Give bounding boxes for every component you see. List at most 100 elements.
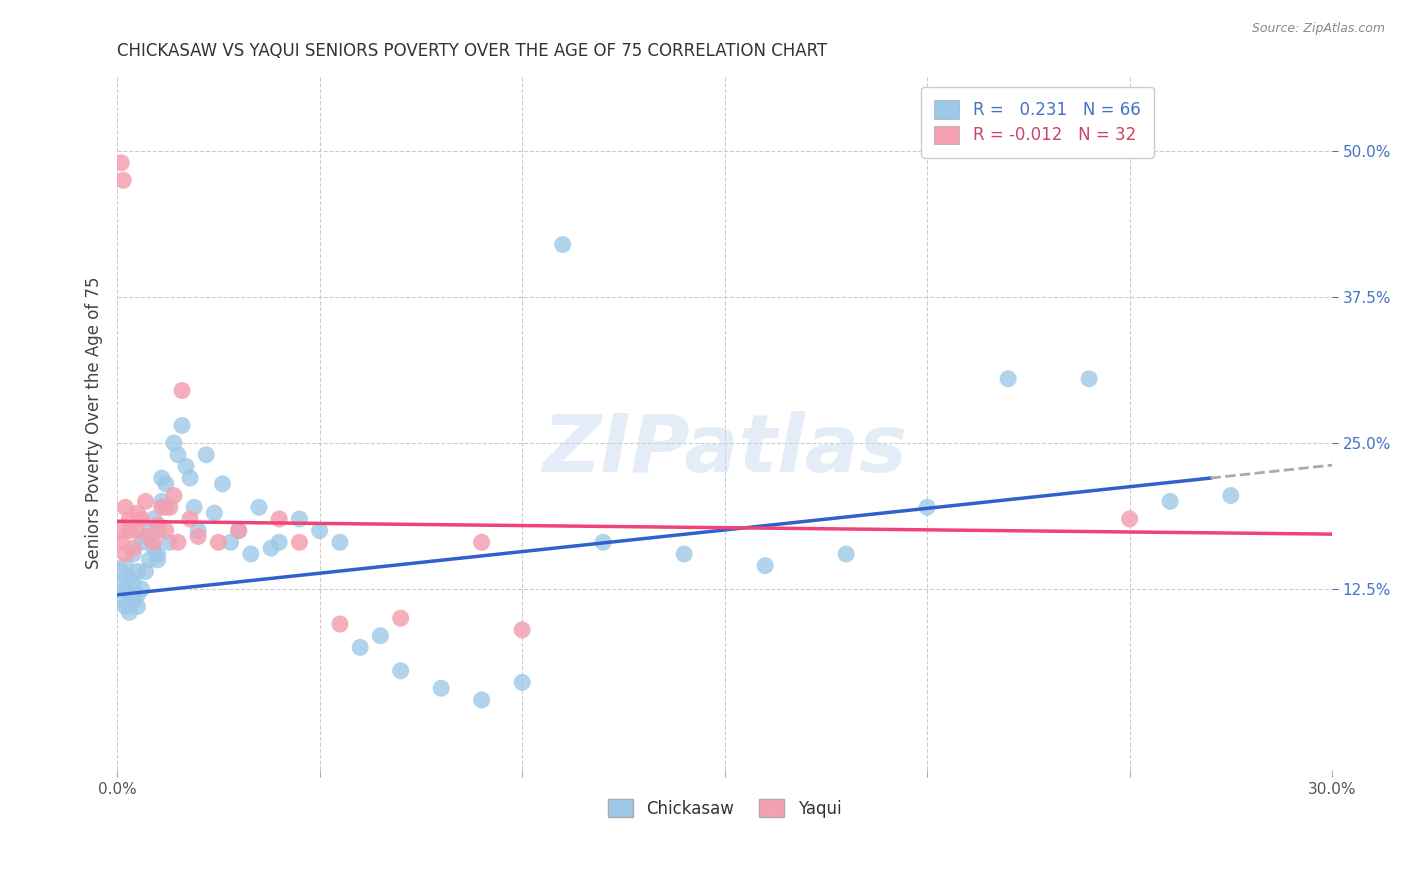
Point bbox=[155, 500, 177, 515]
Point bbox=[329, 535, 352, 549]
Point bbox=[150, 471, 173, 485]
Point bbox=[1078, 372, 1101, 386]
Point bbox=[219, 535, 242, 549]
Point bbox=[202, 506, 225, 520]
Point bbox=[142, 535, 165, 549]
Point bbox=[269, 512, 291, 526]
Point bbox=[135, 565, 157, 579]
Point bbox=[510, 623, 533, 637]
Point bbox=[146, 547, 169, 561]
Point bbox=[150, 494, 173, 508]
Point bbox=[155, 524, 177, 538]
Legend: Chickasaw, Yaqui: Chickasaw, Yaqui bbox=[602, 792, 848, 824]
Point bbox=[131, 535, 153, 549]
Point bbox=[142, 512, 165, 526]
Point bbox=[349, 640, 371, 655]
Point bbox=[122, 541, 145, 555]
Point bbox=[142, 541, 165, 555]
Point bbox=[510, 675, 533, 690]
Point bbox=[114, 599, 136, 614]
Point bbox=[997, 372, 1019, 386]
Point bbox=[122, 593, 145, 607]
Point bbox=[754, 558, 776, 573]
Point bbox=[118, 588, 141, 602]
Point bbox=[127, 599, 149, 614]
Point bbox=[673, 547, 696, 561]
Point bbox=[118, 570, 141, 584]
Point bbox=[159, 500, 181, 515]
Point bbox=[146, 553, 169, 567]
Point bbox=[471, 535, 494, 549]
Point bbox=[114, 500, 136, 515]
Point bbox=[122, 547, 145, 561]
Point bbox=[135, 494, 157, 508]
Point bbox=[110, 593, 132, 607]
Point bbox=[187, 524, 209, 538]
Point bbox=[150, 500, 173, 515]
Point bbox=[183, 500, 205, 515]
Point bbox=[269, 535, 291, 549]
Point bbox=[167, 448, 190, 462]
Y-axis label: Seniors Poverty Over the Age of 75: Seniors Poverty Over the Age of 75 bbox=[86, 277, 103, 569]
Point bbox=[288, 512, 311, 526]
Point bbox=[915, 500, 938, 515]
Point bbox=[329, 617, 352, 632]
Point bbox=[155, 476, 177, 491]
Point bbox=[131, 582, 153, 596]
Point bbox=[288, 535, 311, 549]
Point bbox=[127, 524, 149, 538]
Point bbox=[127, 506, 149, 520]
Point bbox=[389, 664, 412, 678]
Point bbox=[163, 436, 186, 450]
Point bbox=[308, 524, 330, 538]
Point bbox=[1118, 512, 1140, 526]
Point bbox=[127, 565, 149, 579]
Point bbox=[110, 524, 132, 538]
Point bbox=[114, 558, 136, 573]
Point bbox=[114, 547, 136, 561]
Point bbox=[835, 547, 858, 561]
Point bbox=[110, 155, 132, 169]
Point bbox=[170, 418, 193, 433]
Point bbox=[138, 529, 160, 543]
Point bbox=[159, 535, 181, 549]
Point bbox=[430, 681, 453, 696]
Point bbox=[239, 547, 262, 561]
Point bbox=[114, 582, 136, 596]
Point bbox=[146, 524, 169, 538]
Text: ZIPatlas: ZIPatlas bbox=[543, 411, 907, 490]
Point bbox=[163, 489, 186, 503]
Point bbox=[170, 384, 193, 398]
Point bbox=[1219, 489, 1241, 503]
Point bbox=[174, 459, 197, 474]
Point bbox=[389, 611, 412, 625]
Point bbox=[370, 629, 392, 643]
Point bbox=[187, 529, 209, 543]
Point bbox=[118, 605, 141, 619]
Point bbox=[122, 576, 145, 591]
Point bbox=[1159, 494, 1181, 508]
Point bbox=[228, 524, 250, 538]
Point bbox=[228, 524, 250, 538]
Point bbox=[135, 529, 157, 543]
Point bbox=[138, 524, 160, 538]
Point bbox=[131, 512, 153, 526]
Text: Source: ZipAtlas.com: Source: ZipAtlas.com bbox=[1251, 22, 1385, 36]
Point bbox=[167, 535, 190, 549]
Point bbox=[110, 576, 132, 591]
Point bbox=[592, 535, 614, 549]
Point bbox=[211, 476, 233, 491]
Point bbox=[551, 237, 574, 252]
Point bbox=[118, 512, 141, 526]
Point bbox=[207, 535, 229, 549]
Point bbox=[146, 517, 169, 532]
Point bbox=[247, 500, 270, 515]
Point bbox=[179, 512, 201, 526]
Point bbox=[179, 471, 201, 485]
Point bbox=[110, 565, 132, 579]
Point bbox=[127, 588, 149, 602]
Point bbox=[260, 541, 283, 555]
Point bbox=[110, 535, 132, 549]
Text: CHICKASAW VS YAQUI SENIORS POVERTY OVER THE AGE OF 75 CORRELATION CHART: CHICKASAW VS YAQUI SENIORS POVERTY OVER … bbox=[117, 42, 828, 60]
Point bbox=[112, 173, 135, 187]
